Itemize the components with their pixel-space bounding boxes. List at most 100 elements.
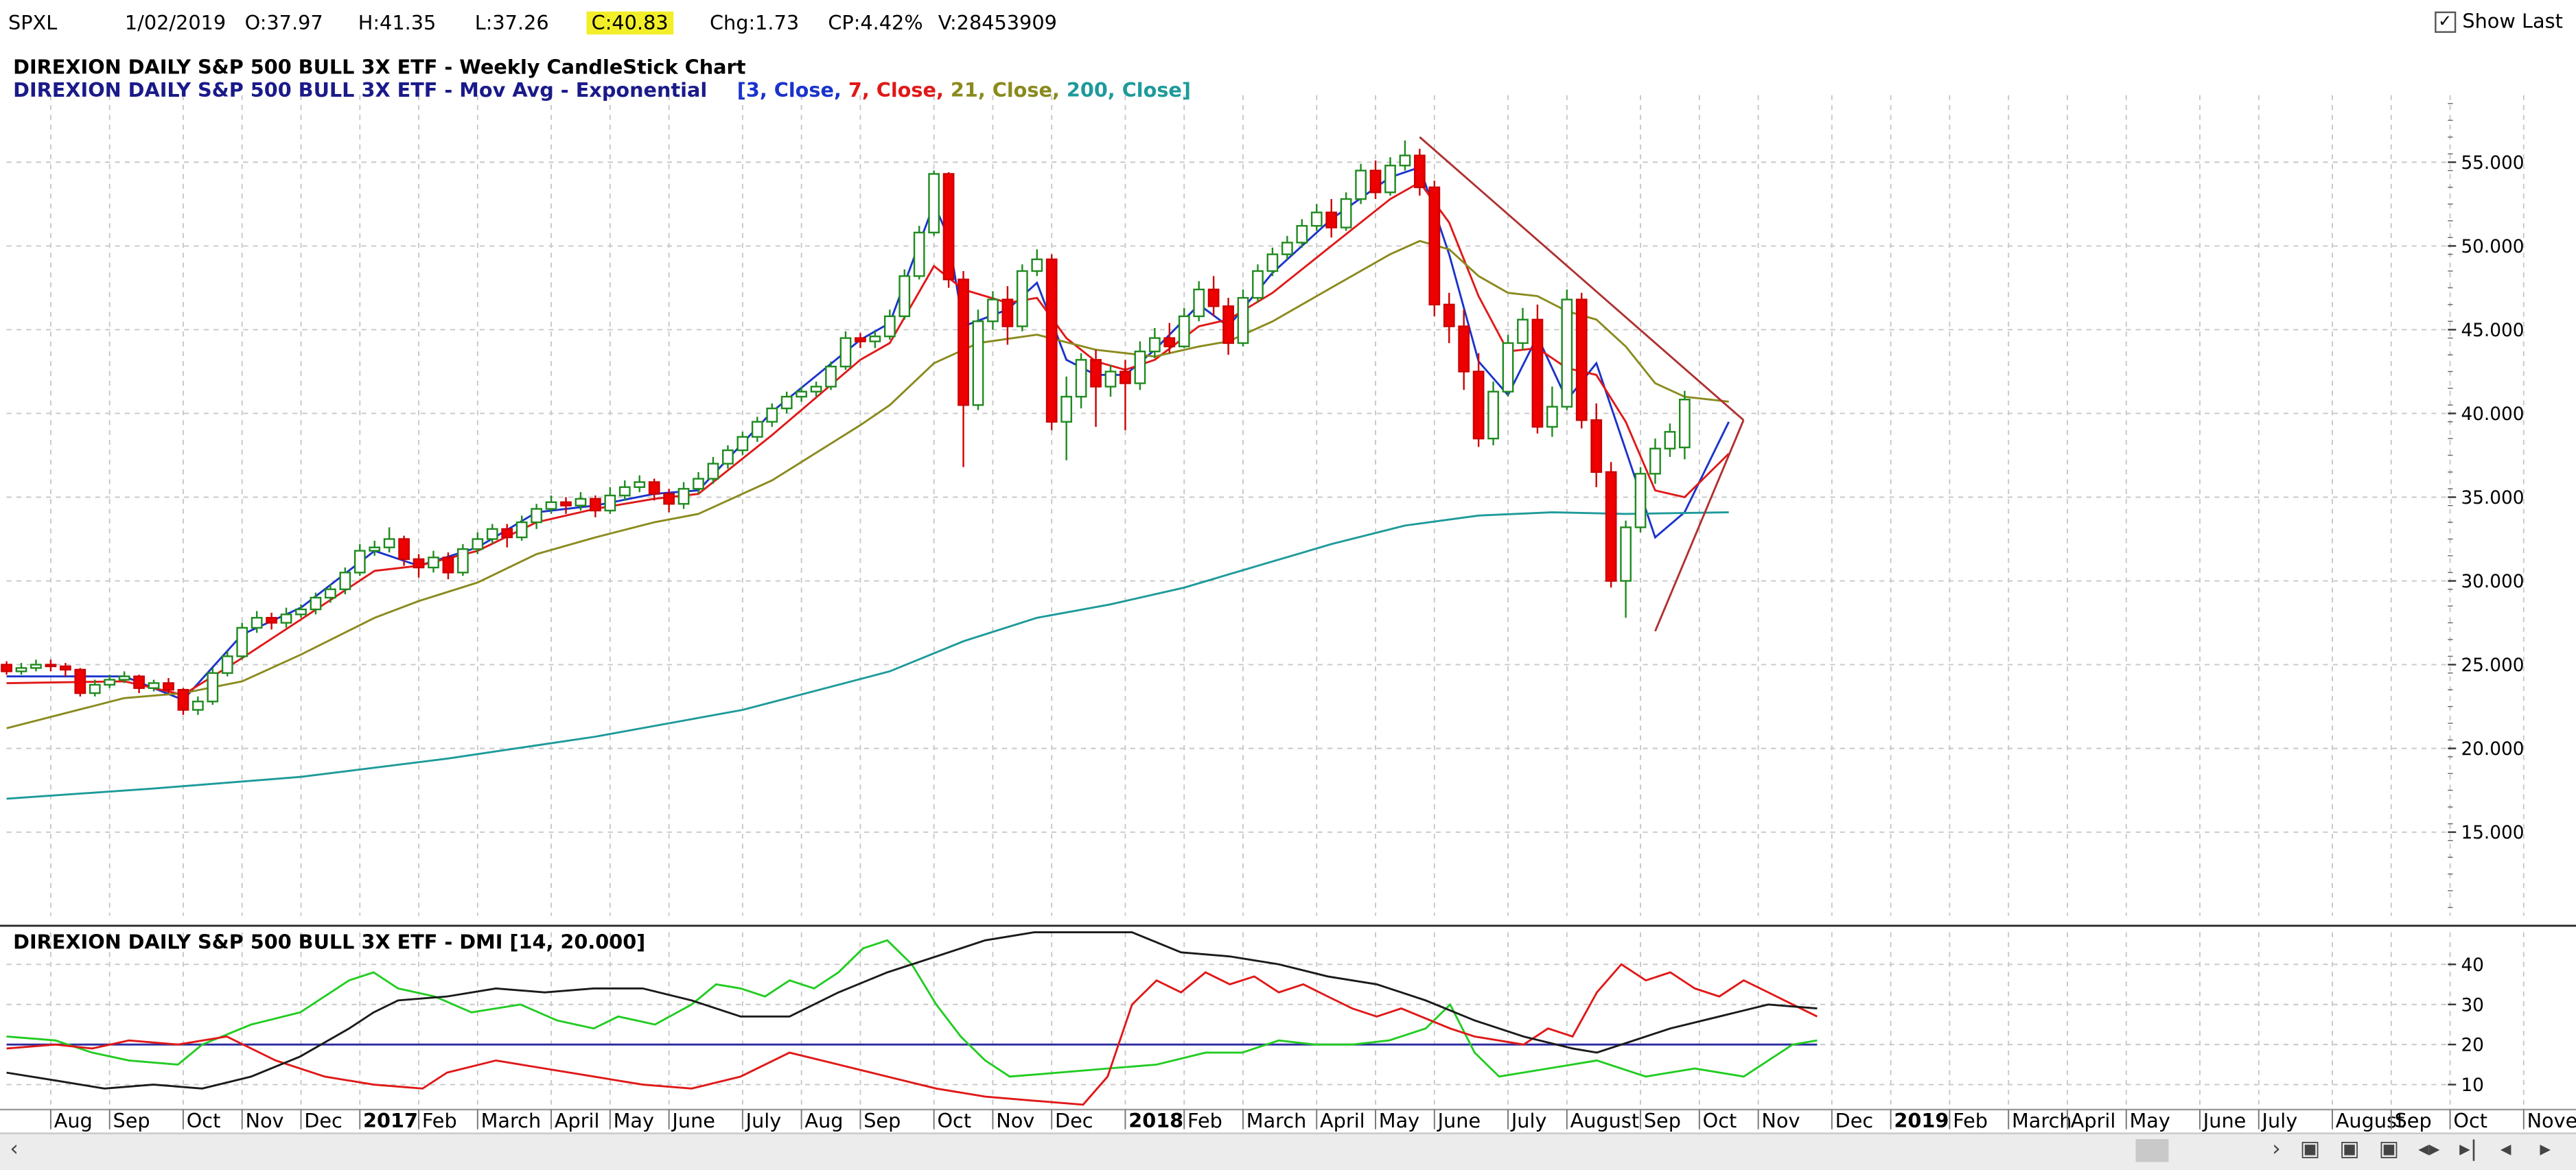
candle-body (618, 486, 631, 497)
candle (780, 391, 793, 414)
time-tick-label: Nov (1761, 1109, 1800, 1132)
ema-param-7: 7, Close, (848, 78, 944, 102)
scroll-right-icon[interactable]: › (2272, 1137, 2281, 1162)
time-tick-label: Feb (422, 1109, 457, 1132)
candle (1355, 163, 1367, 204)
zoom-out-icon[interactable]: ▣ (2339, 1137, 2360, 1162)
show-last-toggle[interactable]: ✓ Show Last (2434, 10, 2563, 33)
candle (1399, 140, 1411, 171)
candle-body (1296, 224, 1308, 244)
candle (1016, 264, 1028, 331)
candle-body (398, 538, 410, 561)
low-value: L:37.26 (474, 11, 549, 35)
candle-body (192, 701, 204, 711)
candle (1517, 307, 1529, 350)
candle (618, 480, 631, 501)
candle (722, 445, 734, 469)
candle (1590, 403, 1603, 487)
trendline (1654, 419, 1745, 632)
candle (89, 679, 101, 697)
step-back-icon[interactable]: ◂ (2500, 1137, 2511, 1162)
candle (575, 492, 587, 511)
candle-body (1620, 526, 1632, 582)
candle (1369, 160, 1382, 200)
candle-body (251, 617, 263, 629)
dmi-tick-label: 20 (2461, 1036, 2483, 1056)
candle (1679, 390, 1691, 460)
candle-body (1207, 288, 1220, 307)
time-tick-label: Dec (1835, 1109, 1874, 1132)
candle-body (1590, 419, 1603, 473)
candle (236, 622, 248, 660)
candle (663, 489, 675, 513)
candle (251, 611, 263, 633)
horizontal-scrollbar[interactable]: ‹ › ▣ ▣ ▣ ◂▸ ▸| ◂ ▸ (0, 1132, 2576, 1170)
candle (1561, 289, 1573, 410)
candle-body (958, 279, 969, 406)
candle (339, 568, 351, 595)
candle-body (1178, 315, 1190, 348)
candle (825, 361, 837, 390)
price-tick-label: 20.000 (2461, 739, 2524, 760)
change-percent-value: CP:4.42% (828, 11, 923, 35)
scroll-both-icon[interactable]: ◂▸ (2418, 1137, 2440, 1162)
scroll-end-icon[interactable]: ▸| (2459, 1137, 2478, 1162)
candle (148, 679, 160, 692)
candle (707, 456, 719, 484)
candle-body (325, 588, 336, 599)
candle-body (604, 494, 616, 512)
candle-body (207, 672, 219, 703)
candle (1502, 334, 1514, 397)
candle-body (677, 488, 690, 505)
time-tick-label: Oct (2453, 1109, 2487, 1132)
price-tick-label: 55.000 (2461, 153, 2524, 174)
candle (1148, 327, 1161, 358)
fit-icon[interactable]: ▣ (2378, 1137, 2400, 1162)
candle (383, 527, 395, 553)
candle-body (531, 508, 542, 524)
zoom-in-icon[interactable]: ▣ (2299, 1137, 2321, 1162)
candle-body (133, 675, 145, 689)
show-last-checkbox[interactable]: ✓ (2434, 10, 2456, 32)
overlay-title-text: DIREXION DAILY S&P 500 BULL 3X ETF - Mov… (13, 78, 707, 102)
candle-body (1090, 359, 1102, 388)
time-tick-label: Sep (113, 1109, 150, 1132)
trendlines (1419, 136, 1745, 632)
candle (428, 550, 439, 573)
candle-body (1472, 371, 1485, 440)
candle-body (1384, 165, 1396, 194)
candle-body (1517, 318, 1529, 344)
candle (590, 495, 601, 517)
ema-param-3: [3, Close, (737, 78, 842, 102)
time-tick-label: August (2336, 1109, 2404, 1132)
chart-area[interactable]: DIREXION DAILY S&P 500 BULL 3X ETF - Wee… (0, 45, 2576, 1133)
dmi-tick-label: 40 (2461, 955, 2483, 976)
candle (501, 524, 513, 548)
candle-body (1575, 299, 1588, 421)
candle-body (751, 421, 763, 438)
candle-body (1310, 211, 1323, 227)
candle (59, 663, 71, 677)
symbol-label: SPXL (8, 11, 58, 35)
candle-body (663, 493, 675, 505)
candle (353, 543, 366, 576)
time-tick-label: 2017 (363, 1109, 418, 1132)
time-tick-label: Sep (1644, 1109, 1681, 1132)
candle-body (1281, 242, 1293, 255)
candle-body (339, 572, 351, 590)
time-tick-label: Oct (1703, 1109, 1737, 1132)
step-forward-icon[interactable]: ▸ (2540, 1137, 2551, 1162)
candle (1296, 219, 1308, 248)
time-axis: Aug Sep Oct Nov Dec 2017 Feb March April May June J… (49, 1109, 2576, 1132)
scroll-left-icon[interactable]: ‹ (10, 1137, 19, 1162)
price-tick-label: 50.000 (2461, 237, 2524, 257)
candle-body (59, 665, 71, 671)
candle (74, 668, 86, 697)
candle (442, 552, 454, 580)
change-value: Chg:1.73 (709, 11, 800, 35)
candle (515, 515, 528, 541)
candle-body (796, 390, 808, 398)
ema-line-21 (6, 239, 1729, 729)
candle (1413, 148, 1426, 196)
scrollbar-thumb[interactable] (2135, 1138, 2169, 1162)
